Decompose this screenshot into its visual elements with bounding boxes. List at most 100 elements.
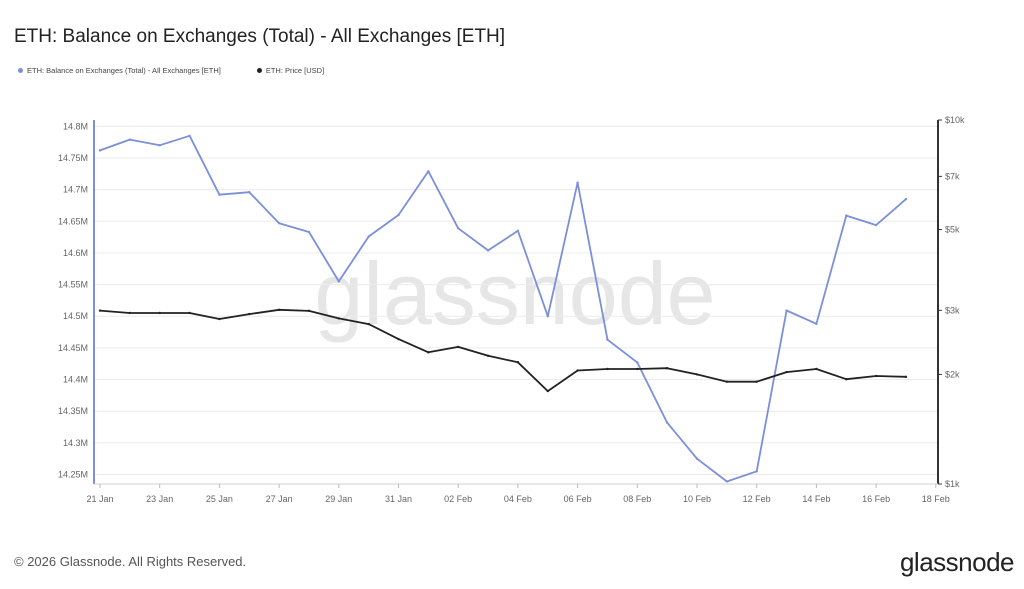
y-left-tick-label: 14.75M xyxy=(58,153,88,163)
data-point-balance xyxy=(337,280,340,283)
data-point-balance xyxy=(486,249,490,252)
data-point-balance xyxy=(606,338,609,341)
data-point-balance xyxy=(755,470,758,473)
right-axis: $1k $2k $3k $5k $7k $10k xyxy=(937,115,965,489)
x-tick-label: 14 Feb xyxy=(802,494,830,504)
x-tick-label: 02 Feb xyxy=(444,494,472,504)
y-right-tick-label: $7k xyxy=(945,171,960,181)
data-point-balance xyxy=(725,480,729,483)
data-point-price xyxy=(337,317,340,320)
x-tick-label: 10 Feb xyxy=(683,494,711,504)
y-left-tick-label: 14.35M xyxy=(58,406,88,416)
x-tick-label: 21 Jan xyxy=(86,494,113,504)
data-point-price xyxy=(277,308,281,312)
y-right-tick-label: $1k xyxy=(945,479,960,489)
footer-logo: glassnode xyxy=(899,547,1015,577)
y-left-tick-label: 14.25M xyxy=(58,470,88,480)
data-point-price xyxy=(665,367,669,370)
x-tick-label: 08 Feb xyxy=(623,494,651,504)
legend-item-price[interactable]: ETH: Price [USD] xyxy=(256,66,325,75)
data-point-price xyxy=(158,311,161,315)
data-point-price xyxy=(367,322,370,326)
y-left-tick-label: 14.5M xyxy=(63,311,88,321)
data-point-balance xyxy=(874,223,878,227)
data-point-price xyxy=(248,312,251,316)
y-left-tick-label: 14.45M xyxy=(58,343,88,353)
data-point-balance xyxy=(904,197,908,201)
data-point-balance xyxy=(516,229,520,232)
data-point-price xyxy=(457,345,460,349)
series-line-balance xyxy=(99,134,907,483)
data-point-balance xyxy=(397,213,400,217)
y-left-tick-label: 14.7M xyxy=(63,185,88,195)
data-point-balance xyxy=(307,230,311,234)
data-point-price xyxy=(128,311,132,315)
series-line-price xyxy=(99,308,907,393)
data-point-balance xyxy=(665,421,669,424)
legend-label-balance: ETH: Balance on Exchanges (Total) - All … xyxy=(27,66,221,75)
data-point-balance xyxy=(546,315,549,318)
x-tick-label: 04 Feb xyxy=(504,494,532,504)
data-point-balance xyxy=(367,235,370,238)
grid-lines xyxy=(94,125,938,476)
data-point-balance xyxy=(158,144,161,147)
y-left-tick-label: 14.8M xyxy=(63,121,88,131)
data-point-price xyxy=(815,367,818,371)
data-point-price xyxy=(845,378,848,381)
x-tick-label: 16 Feb xyxy=(862,494,890,504)
data-point-balance xyxy=(248,190,251,194)
legend-dot-balance xyxy=(18,68,23,73)
y-left-tick-label: 14.3M xyxy=(63,438,88,448)
data-point-price xyxy=(486,354,490,358)
data-point-price xyxy=(904,375,908,379)
data-point-price xyxy=(218,317,221,321)
data-point-price xyxy=(606,367,609,371)
data-point-price xyxy=(546,389,549,393)
data-point-price xyxy=(516,361,520,364)
data-point-price xyxy=(98,309,102,312)
y-left-tick-label: 14.55M xyxy=(58,280,88,290)
data-point-balance xyxy=(218,193,221,196)
series-points xyxy=(98,134,908,483)
data-point-price xyxy=(874,374,878,378)
y-left-tick-label: 14.6M xyxy=(63,248,88,258)
data-point-price xyxy=(397,337,400,341)
data-point-price xyxy=(188,311,191,315)
y-right-tick-label: $5k xyxy=(945,225,960,235)
y-left-tick-label: 14.4M xyxy=(63,375,88,385)
data-point-price xyxy=(725,380,729,383)
y-left-tick-label: 14.65M xyxy=(58,216,88,226)
x-tick-label: 12 Feb xyxy=(743,494,771,504)
data-point-balance xyxy=(636,361,639,364)
chart-legend: ETH: Balance on Exchanges (Total) - All … xyxy=(18,66,324,75)
legend-label-price: ETH: Price [USD] xyxy=(265,66,325,75)
data-point-balance xyxy=(427,170,430,173)
data-point-balance xyxy=(576,181,579,184)
x-tick-label: 31 Jan xyxy=(385,494,412,504)
legend-dot-price xyxy=(256,68,262,73)
data-point-balance xyxy=(98,149,102,152)
chart-title: ETH: Balance on Exchanges (Total) - All … xyxy=(14,26,506,47)
data-point-price xyxy=(755,380,758,383)
x-tick-label: 27 Jan xyxy=(266,494,293,504)
data-point-balance xyxy=(188,134,191,138)
x-tick-label: 18 Feb xyxy=(922,494,950,504)
y-right-tick-label: $3k xyxy=(945,305,960,315)
footer-copyright: © 2026 Glassnode. All Rights Reserved. xyxy=(14,554,247,569)
data-point-balance xyxy=(815,322,818,326)
data-point-balance xyxy=(457,227,460,230)
x-axis: 21 Jan 23 Jan 25 Jan 27 Jan 29 Jan 31 Jan 02 F… xyxy=(86,483,950,504)
left-axis: 14.25M 14.3M 14.35M 14.4M 14.45M 14.5M 14.55M 1… xyxy=(58,120,95,484)
x-tick-label: 23 Jan xyxy=(146,494,173,504)
data-point-price xyxy=(427,351,430,354)
data-point-price xyxy=(576,369,579,372)
x-tick-label: 06 Feb xyxy=(564,494,592,504)
y-right-tick-label: $10k xyxy=(945,115,965,125)
data-point-price xyxy=(636,367,639,371)
data-point-balance xyxy=(695,457,699,460)
data-point-price xyxy=(695,373,699,376)
x-tick-label: 25 Jan xyxy=(206,494,233,504)
legend-item-balance[interactable]: ETH: Balance on Exchanges (Total) - All … xyxy=(18,66,221,75)
data-point-price xyxy=(785,370,788,374)
